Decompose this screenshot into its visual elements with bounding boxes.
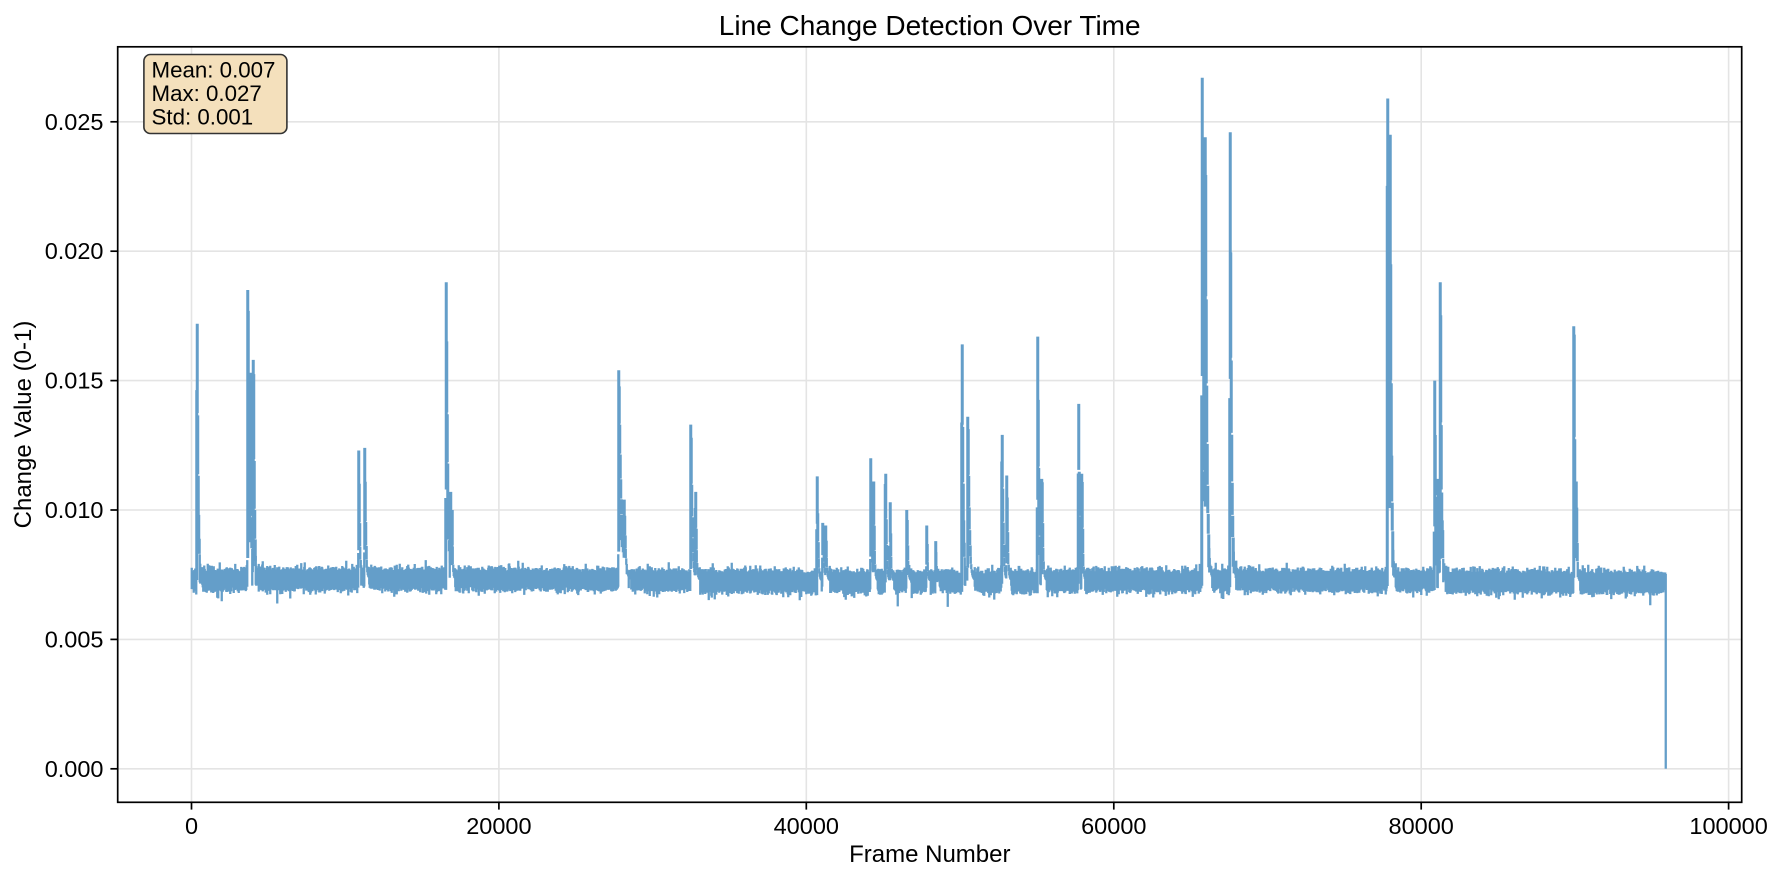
svg-text:Max: 0.027: Max: 0.027 (152, 81, 262, 106)
svg-text:100000: 100000 (1689, 813, 1767, 839)
svg-text:Mean: 0.007: Mean: 0.007 (152, 58, 276, 83)
svg-text:60000: 60000 (1081, 813, 1146, 839)
svg-text:0.010: 0.010 (45, 497, 104, 523)
svg-text:0: 0 (185, 813, 198, 839)
svg-text:0.025: 0.025 (45, 109, 104, 135)
svg-text:Frame Number: Frame Number (849, 841, 1010, 868)
svg-text:Std: 0.001: Std: 0.001 (152, 104, 254, 129)
svg-text:Line Change Detection Over Tim: Line Change Detection Over Time (719, 10, 1141, 41)
svg-text:0.015: 0.015 (45, 368, 104, 394)
svg-text:0.000: 0.000 (45, 756, 104, 782)
svg-text:40000: 40000 (774, 813, 839, 839)
svg-text:80000: 80000 (1389, 813, 1454, 839)
svg-text:0.005: 0.005 (45, 626, 104, 652)
svg-text:Change Value (0-1): Change Value (0-1) (10, 321, 37, 529)
svg-text:20000: 20000 (466, 813, 531, 839)
svg-text:0.020: 0.020 (45, 238, 104, 264)
